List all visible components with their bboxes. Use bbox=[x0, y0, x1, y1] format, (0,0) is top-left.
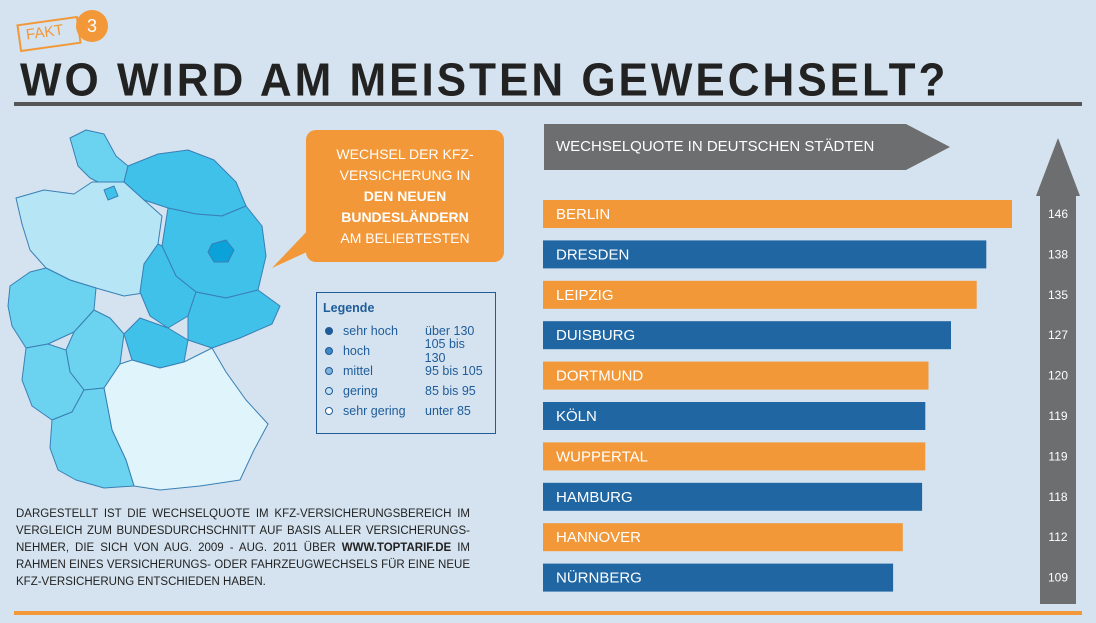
callout-line-2: VERSICHERUNG IN bbox=[339, 167, 471, 183]
bar-value-label: 120 bbox=[1048, 369, 1068, 383]
legend-bullet-icon bbox=[325, 407, 333, 415]
callout-bold-1: DEN NEUEN bbox=[363, 188, 447, 204]
bar-label: KÖLN bbox=[556, 407, 597, 425]
bar-hamburg bbox=[543, 482, 923, 511]
bar-label: HANNOVER bbox=[556, 529, 641, 546]
bar-value-label: 127 bbox=[1048, 328, 1068, 342]
map-region-sachsen bbox=[187, 289, 281, 349]
map-legend: Legende sehr hoch über 130 hoch 105 bis … bbox=[316, 292, 496, 434]
bar-value-label: 146 bbox=[1048, 207, 1068, 221]
legend-item: gering 85 bis 95 bbox=[323, 381, 489, 401]
bar-value-label: 135 bbox=[1048, 288, 1068, 302]
callout-bold-2: BUNDESLÄNDERN bbox=[341, 209, 469, 225]
description-part-2: im Rahmen eines Versicherungs- oder Fahr… bbox=[16, 542, 470, 588]
callout-line-1: WECHSEL DER KFZ- bbox=[336, 146, 474, 162]
bar-label: DRESDEN bbox=[556, 246, 629, 263]
bar-value-label: 118 bbox=[1048, 490, 1067, 504]
chart-header-arrow bbox=[544, 124, 950, 170]
legend-range: unter 85 bbox=[425, 404, 471, 418]
legend-name: mittel bbox=[343, 364, 373, 378]
bar-berlin bbox=[543, 200, 1012, 228]
bar-label: NÜRNBERG bbox=[556, 569, 642, 587]
legend-bullet-icon bbox=[325, 387, 333, 395]
legend-bullet-icon bbox=[325, 367, 333, 375]
legend-range: 95 bis 105 bbox=[425, 364, 483, 378]
bar-leipzig bbox=[543, 280, 977, 309]
bar-value-label: 119 bbox=[1048, 409, 1067, 423]
bar-label: LEIPZIG bbox=[556, 287, 614, 304]
bar-wuppertal bbox=[543, 442, 926, 471]
scale-arrow bbox=[1036, 138, 1080, 604]
bar-value-label: 119 bbox=[1048, 449, 1067, 463]
bar-label: BERLIN bbox=[556, 206, 610, 223]
bar-dresden bbox=[543, 240, 987, 269]
legend-name: sehr hoch bbox=[343, 324, 398, 338]
legend-bullet-icon bbox=[325, 327, 333, 335]
callout-bubble: WECHSEL DER KFZ- VERSICHERUNG IN DEN NEU… bbox=[306, 130, 504, 262]
description-text: Dargestellt ist die Wechselquote im KFZ-… bbox=[16, 506, 470, 591]
legend-name: hoch bbox=[342, 344, 371, 358]
bar-value-label: 112 bbox=[1048, 530, 1067, 544]
callout-line-3: AM BELIEBTESTEN bbox=[340, 230, 470, 246]
chart-title: WECHSELQUOTE IN DEUTSCHEN STÄDTEN bbox=[556, 138, 875, 155]
bar-dortmund bbox=[543, 361, 929, 390]
map-region-hamburg bbox=[103, 185, 119, 201]
bar-label: DUISBURG bbox=[556, 327, 635, 344]
germany-map bbox=[7, 129, 281, 491]
bar-köln bbox=[543, 402, 926, 430]
map-region-schleswig-holstein bbox=[69, 129, 129, 187]
legend-range: über 130 bbox=[425, 324, 475, 338]
map-region-baden-wuerttemberg bbox=[49, 387, 135, 489]
bar-nürnberg bbox=[543, 563, 894, 592]
bar-hannover bbox=[543, 523, 903, 552]
legend-range: 105 bis 130 bbox=[424, 337, 465, 365]
fakt-number: 3 bbox=[76, 10, 108, 42]
legend-item: sehr gering unter 85 bbox=[323, 401, 489, 421]
legend-name: gering bbox=[343, 384, 378, 398]
page-title: WO WIRD AM MEISTEN GEWECHSELT? bbox=[20, 54, 949, 107]
legend-bullet-icon bbox=[325, 347, 333, 355]
legend-range: 85 bis 95 bbox=[425, 384, 476, 398]
legend-title: Legende bbox=[323, 301, 375, 315]
bar-label: HAMBURG bbox=[556, 489, 633, 506]
bar-value-label: 109 bbox=[1048, 571, 1068, 585]
bar-label: DORTMUND bbox=[556, 368, 643, 385]
bar-label: WUPPERTAL bbox=[556, 448, 648, 465]
title-divider bbox=[14, 102, 1082, 106]
legend-item: mittel 95 bis 105 bbox=[323, 361, 489, 381]
bar-chart: BERLIN 146 DRESDEN 138 LEIPZIG 135 DUISBURG 127… bbox=[543, 138, 1080, 604]
description-link: www.toptarif.de bbox=[341, 542, 452, 554]
description-part-1: Dargestellt ist die Wechselquote im KFZ-… bbox=[16, 508, 470, 554]
bottom-divider bbox=[14, 611, 1082, 615]
bar-value-label: 138 bbox=[1048, 247, 1068, 261]
map-region-berlin bbox=[207, 239, 235, 263]
legend-name: sehr gering bbox=[343, 404, 406, 418]
fakt-badge: FAKT 3 bbox=[14, 10, 108, 53]
bar-duisburg bbox=[543, 321, 951, 350]
legend-item: sehr hoch über 130 bbox=[323, 321, 489, 341]
legend-item: hoch 105 bis 130 bbox=[323, 337, 489, 365]
